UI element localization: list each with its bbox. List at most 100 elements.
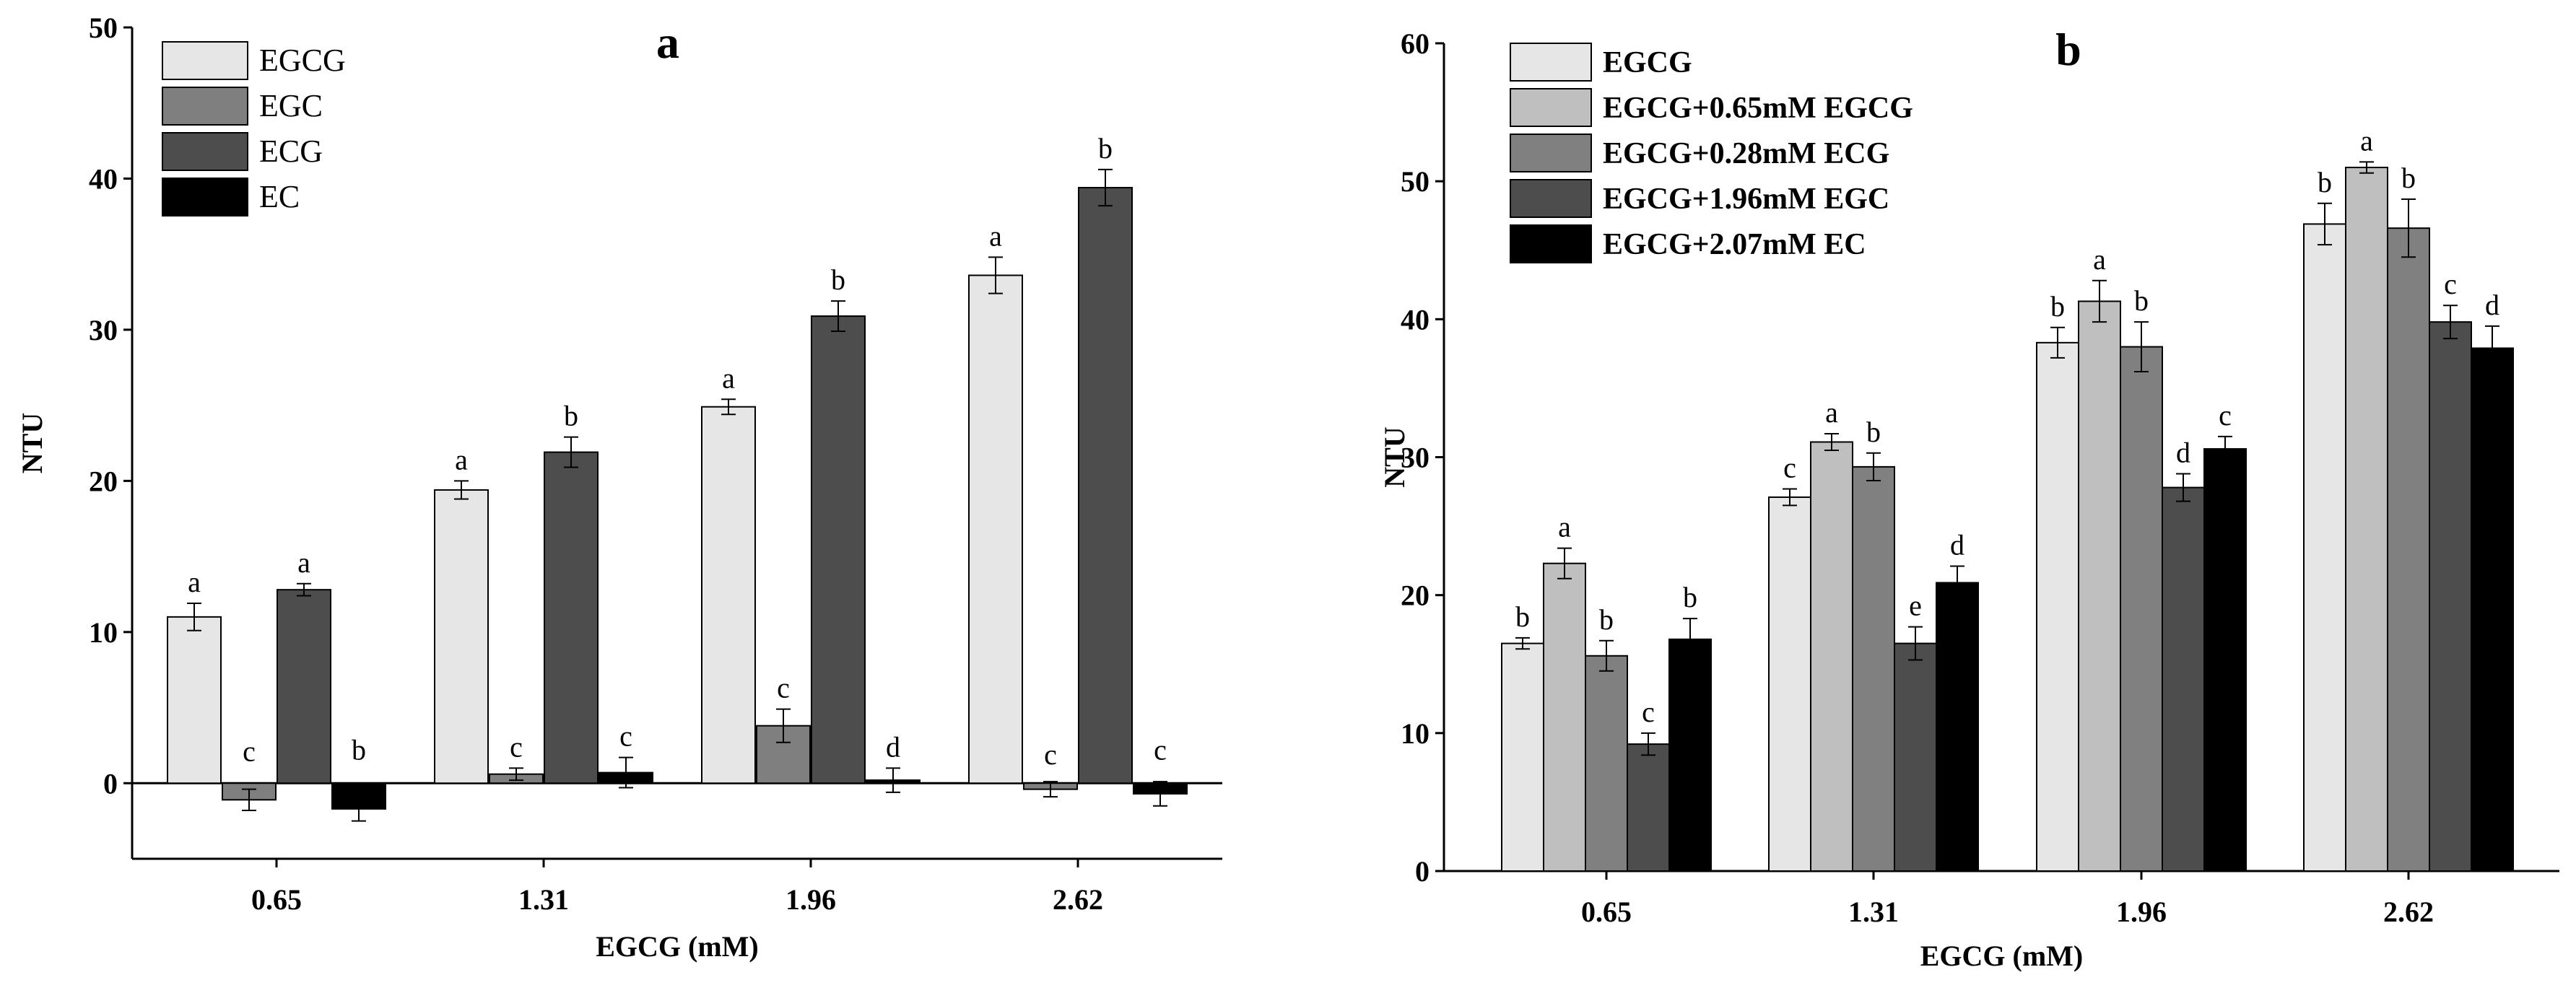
- y-tick-label: 40: [1401, 303, 1430, 336]
- significance-label: e: [1909, 590, 1922, 622]
- legend-swatch: [1510, 134, 1592, 172]
- significance-label: c: [1642, 696, 1655, 728]
- x-tick-label: 2.62: [1053, 883, 1103, 916]
- significance-label: c: [1154, 734, 1167, 766]
- significance-label: c: [1044, 738, 1057, 771]
- bar: [1543, 562, 1586, 872]
- significance-label: d: [886, 730, 900, 763]
- significance-label: b: [2134, 284, 2149, 317]
- bar: [2162, 486, 2205, 872]
- x-tick-label: 0.65: [1581, 896, 1632, 928]
- x-axis-title: EGCG (mM): [596, 930, 759, 963]
- y-tick-label: 30: [89, 314, 118, 346]
- x-tick-label: 1.96: [2116, 896, 2167, 928]
- legend-label: EGC: [259, 88, 323, 123]
- legend-label: EGCG+0.65mM EGCG: [1603, 92, 1913, 125]
- significance-label: b: [1515, 600, 1530, 633]
- y-tick-label: 10: [1401, 717, 1430, 750]
- significance-label: a: [2093, 243, 2106, 276]
- y-tick-label: 20: [89, 465, 118, 497]
- bar: [1668, 638, 1712, 872]
- significance-label: a: [989, 219, 1002, 252]
- bar: [701, 406, 756, 784]
- significance-label: a: [1825, 396, 1838, 429]
- significance-label: a: [722, 362, 735, 394]
- bar: [277, 589, 331, 784]
- y-tick-label: 40: [89, 162, 118, 195]
- bar: [2387, 227, 2430, 872]
- y-tick-label: 0: [103, 767, 118, 800]
- y-tick-label: 30: [1401, 442, 1430, 474]
- bar: [2120, 346, 2163, 872]
- legend-swatch: [1510, 224, 1592, 263]
- legend-label: EGCG: [259, 43, 346, 78]
- significance-label: c: [243, 735, 256, 768]
- x-tick-label: 1.96: [786, 883, 836, 916]
- significance-label: c: [1783, 451, 1796, 484]
- panel-title: a: [656, 17, 679, 68]
- x-tick-label: 1.31: [1848, 896, 1899, 928]
- bar: [968, 274, 1023, 784]
- bar: [167, 616, 222, 784]
- legend-swatch: [162, 41, 248, 80]
- significance-label: b: [831, 263, 845, 296]
- legend-swatch: [162, 87, 248, 126]
- y-tick-label: 0: [1415, 855, 1430, 888]
- bar: [1810, 441, 1853, 872]
- legend-label: ECG: [259, 134, 323, 169]
- significance-label: c: [619, 720, 632, 753]
- bar: [2471, 347, 2514, 872]
- significance-label: d: [2485, 289, 2499, 321]
- significance-label: a: [455, 443, 468, 476]
- x-axis-title: EGCG (mM): [1920, 940, 2084, 972]
- bar: [1894, 642, 1937, 872]
- bar: [2345, 167, 2388, 872]
- x-tick-label: 2.62: [2383, 896, 2434, 928]
- significance-label: d: [1950, 529, 1964, 561]
- significance-label: b: [1599, 603, 1614, 636]
- bar: [2303, 223, 2346, 872]
- bar: [1936, 582, 1979, 872]
- significance-label: b: [1866, 416, 1881, 448]
- bar: [2203, 448, 2247, 872]
- significance-label: c: [2444, 268, 2457, 300]
- chart-panel-a: 0 10 20 30 40 50 0.65 1.31 1.96 2.62 a a a a c c c c a b b b b…: [16, 12, 1222, 963]
- legend-swatch: [162, 178, 248, 216]
- significance-label: c: [2219, 399, 2232, 432]
- significance-label: c: [777, 672, 790, 704]
- significance-label: d: [2176, 436, 2190, 468]
- legend-swatch: [1510, 43, 1592, 82]
- significance-label: b: [1683, 581, 1697, 613]
- bar: [811, 315, 866, 784]
- bar: [1501, 642, 1544, 872]
- legend-swatch: [1510, 88, 1592, 127]
- y-tick-label: 60: [1401, 27, 1430, 60]
- significance-label: b: [2401, 162, 2416, 194]
- legend-swatch: [1510, 179, 1592, 218]
- bar: [1078, 187, 1133, 784]
- legend-swatch: [162, 132, 248, 171]
- panel-title: b: [2055, 24, 2081, 75]
- bar: [2429, 321, 2472, 872]
- legend-label: EGCG+1.96mM EGC: [1603, 183, 1889, 216]
- x-tick-label: 0.65: [251, 883, 302, 916]
- legend-label: EGCG: [1603, 46, 1692, 79]
- legend-label: EC: [259, 179, 300, 214]
- significance-label: b: [1098, 132, 1113, 165]
- legend-label: EGCG+2.07mM EC: [1603, 228, 1866, 261]
- significance-label: a: [297, 546, 310, 579]
- significance-label: a: [188, 566, 201, 598]
- bar: [2036, 341, 2079, 872]
- significance-label: b: [352, 734, 366, 766]
- legend-label: EGCG+0.28mM ECG: [1603, 137, 1889, 170]
- significance-label: b: [2318, 166, 2332, 198]
- significance-label: a: [1558, 511, 1571, 543]
- bar: [1852, 465, 1895, 872]
- y-tick-label: 50: [89, 12, 118, 44]
- bar: [1627, 743, 1670, 872]
- significance-label: b: [2050, 290, 2065, 323]
- x-tick-label: 1.31: [518, 883, 569, 916]
